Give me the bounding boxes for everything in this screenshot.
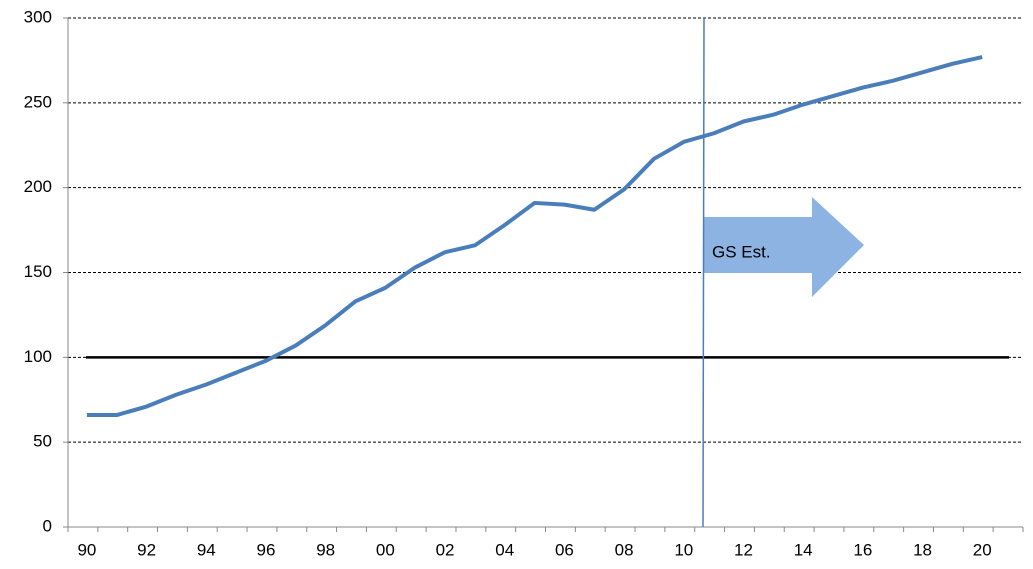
y-tick-label: 0	[43, 516, 52, 535]
y-tick-label: 100	[24, 347, 52, 366]
x-tick-label: 04	[495, 540, 514, 559]
x-tick-label: 18	[913, 540, 932, 559]
x-tick-label: 12	[734, 540, 753, 559]
x-tick-label: 14	[794, 540, 813, 559]
x-tick-label: 96	[257, 540, 276, 559]
x-tick-label: 02	[436, 540, 455, 559]
x-tick-label: 92	[137, 540, 156, 559]
x-tick-label: 08	[615, 540, 634, 559]
y-tick-label: 50	[33, 432, 52, 451]
x-tick-label: 98	[316, 540, 335, 559]
x-tick-label: 20	[973, 540, 992, 559]
x-tick-label: 90	[77, 540, 96, 559]
annotation: GS Est.	[712, 242, 771, 261]
y-tick-label: 200	[24, 177, 52, 196]
y-tick-label: 250	[24, 92, 52, 111]
x-tick-label: 94	[197, 540, 216, 559]
x-tick-label: 00	[376, 540, 395, 559]
forecast-divider	[702, 17, 705, 528]
y-tick-label: 300	[24, 7, 52, 26]
x-tick-label: 06	[555, 540, 574, 559]
x-tick-label: 10	[674, 540, 693, 559]
x-tick-label: 16	[853, 540, 872, 559]
y-tick-label: 150	[24, 262, 52, 281]
forecast-arrow	[704, 197, 864, 297]
data-line	[86, 55, 983, 418]
